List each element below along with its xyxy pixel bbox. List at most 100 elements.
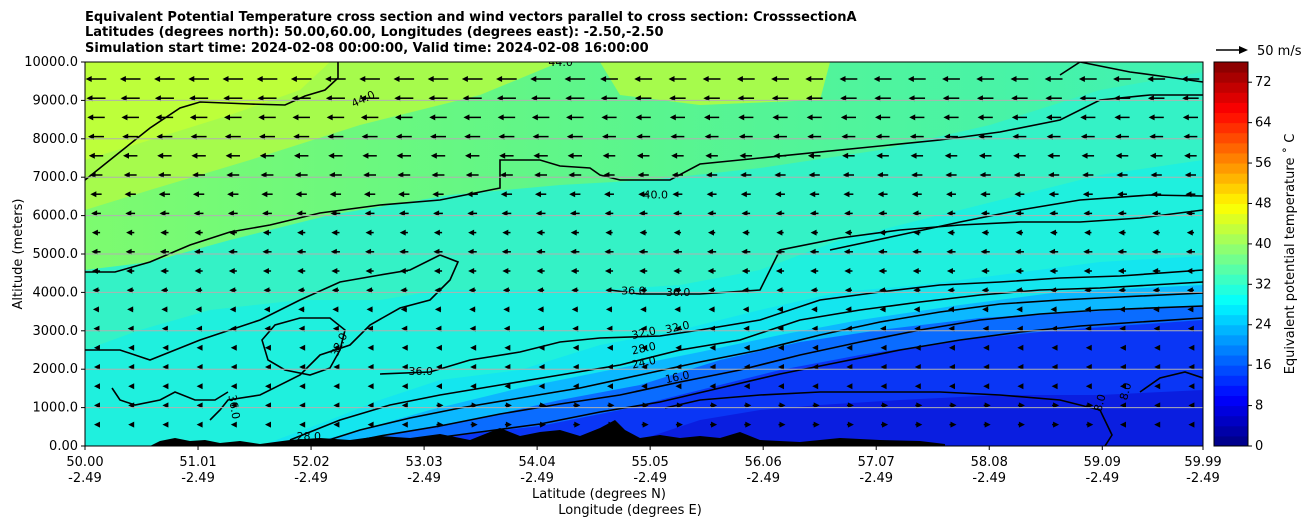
wind-vector bbox=[1049, 248, 1059, 255]
wind-vector bbox=[604, 210, 614, 217]
wind-vector bbox=[466, 191, 478, 198]
wind-vector bbox=[771, 76, 789, 82]
wind-vector bbox=[295, 191, 307, 198]
x-tick-label-longitude: -2.49 bbox=[746, 471, 780, 486]
wind-vector bbox=[710, 421, 718, 428]
wind-vector bbox=[810, 287, 818, 294]
colorbar-tick-label: 40 bbox=[1255, 237, 1272, 252]
x-tick-label-latitude: 53.03 bbox=[405, 455, 442, 470]
wind-vector bbox=[469, 325, 476, 332]
wind-vector bbox=[1052, 402, 1060, 409]
y-tick-label: 2000.0 bbox=[33, 362, 79, 377]
wind-vector bbox=[1119, 325, 1126, 332]
contour-label: 40.0 bbox=[644, 188, 669, 201]
wind-vector bbox=[393, 76, 415, 82]
wind-vector bbox=[980, 191, 991, 198]
wind-vector bbox=[124, 191, 136, 198]
wind-vector bbox=[880, 325, 887, 332]
wind-vector bbox=[809, 191, 820, 198]
wind-vector bbox=[812, 364, 819, 370]
wind-vector bbox=[878, 229, 887, 236]
wind-vector bbox=[196, 402, 203, 409]
wind-vector bbox=[673, 287, 681, 294]
wind-vector bbox=[978, 133, 993, 140]
wind-vector bbox=[194, 268, 203, 274]
wind-vector bbox=[983, 364, 990, 370]
wind-vector bbox=[263, 306, 271, 313]
colorbar-tick-label: 32 bbox=[1255, 277, 1272, 292]
wind-vector bbox=[807, 152, 821, 159]
wind-vector bbox=[913, 306, 920, 313]
wind-vector bbox=[570, 229, 579, 236]
wind-vector bbox=[469, 306, 476, 313]
wind-vector bbox=[602, 152, 616, 159]
wind-vector bbox=[536, 268, 545, 274]
colorbar-segment bbox=[1214, 152, 1248, 164]
wind-vector bbox=[1014, 248, 1024, 255]
wind-vector bbox=[401, 364, 408, 370]
wind-vector bbox=[634, 95, 652, 102]
wind-vector bbox=[264, 344, 271, 351]
wind-vector bbox=[705, 172, 718, 178]
wind-vector bbox=[1115, 152, 1129, 159]
wind-vector bbox=[741, 248, 751, 255]
wind-vector bbox=[806, 114, 822, 121]
wind-vector bbox=[192, 172, 206, 178]
wind-vector bbox=[85, 76, 107, 82]
wind-vector bbox=[365, 248, 375, 255]
wind-vector bbox=[86, 95, 106, 102]
contour-36a bbox=[85, 254, 460, 421]
colorbar-segment bbox=[1214, 435, 1248, 447]
wind-vector bbox=[778, 383, 784, 390]
wind-vector bbox=[879, 306, 886, 313]
wind-vector bbox=[94, 383, 100, 390]
colorbar-segment bbox=[1214, 405, 1248, 417]
wind-vector bbox=[401, 344, 408, 351]
wind-vector bbox=[1154, 383, 1161, 390]
wind-vector bbox=[638, 191, 649, 198]
wind-vector bbox=[196, 344, 203, 351]
wind-vector bbox=[573, 421, 581, 428]
x-tick-label-latitude: 54.04 bbox=[519, 455, 556, 470]
wind-vector bbox=[299, 344, 306, 351]
wind-vector bbox=[1154, 402, 1161, 409]
wind-vector bbox=[810, 268, 819, 274]
wind-vector bbox=[805, 76, 824, 82]
wind-vector bbox=[504, 402, 512, 409]
colorbar-segment bbox=[1214, 264, 1248, 275]
wind-vector bbox=[1017, 383, 1024, 390]
wind-vector bbox=[365, 229, 374, 236]
wind-vector bbox=[981, 268, 990, 274]
wind-vector bbox=[778, 364, 784, 370]
wind-vector bbox=[738, 133, 753, 140]
wind-vector bbox=[743, 383, 750, 390]
contour-24 bbox=[309, 292, 1203, 446]
colorbar-segment bbox=[1214, 163, 1248, 174]
y-axis-label: Altitude (meters) bbox=[11, 199, 26, 310]
wind-vector bbox=[744, 421, 752, 428]
wind-vector bbox=[468, 287, 476, 294]
wind-vector bbox=[1015, 287, 1023, 294]
wind-vector bbox=[1188, 364, 1195, 370]
wind-vector bbox=[1117, 268, 1127, 274]
wind-vector bbox=[1017, 344, 1024, 351]
wind-vector bbox=[327, 133, 344, 140]
wind-vector bbox=[436, 402, 444, 409]
wind-vector bbox=[744, 402, 752, 409]
wind-vector bbox=[470, 364, 477, 370]
wind-vector bbox=[741, 268, 750, 274]
wind-vector bbox=[161, 325, 168, 332]
wind-vector bbox=[949, 402, 957, 409]
x-tick-label-latitude: 55.05 bbox=[632, 455, 669, 470]
wind-vector bbox=[982, 306, 989, 313]
wind-vector bbox=[914, 344, 921, 351]
wind-vector bbox=[536, 248, 546, 255]
wind-vector bbox=[879, 287, 887, 294]
wind-vector bbox=[228, 229, 237, 236]
quiver-key-arrowhead bbox=[1239, 46, 1248, 54]
wind-vector bbox=[641, 402, 649, 409]
wind-vector bbox=[1116, 172, 1128, 178]
wind-vector bbox=[91, 229, 101, 236]
wind-vector bbox=[1015, 229, 1024, 236]
wind-vector bbox=[1048, 191, 1059, 198]
